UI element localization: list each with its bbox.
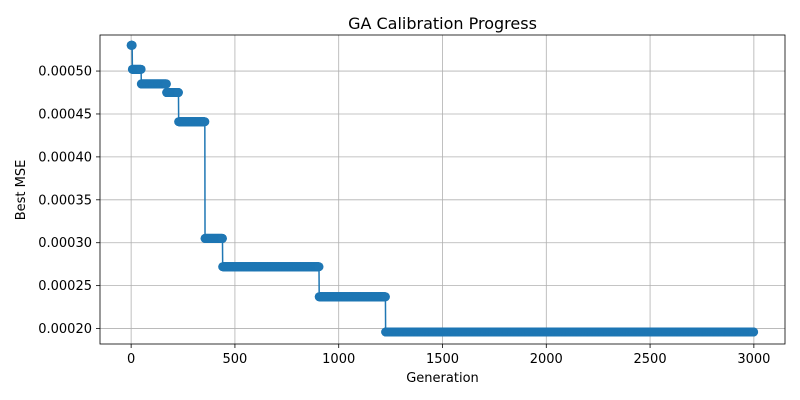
x-axis: 0 500 1000 1500 2000 2500 3000: [127, 344, 770, 367]
data-point: [314, 262, 324, 272]
x-tick-label: 2500: [634, 352, 667, 367]
series: [126, 40, 759, 337]
data-point: [200, 117, 210, 127]
data-point: [749, 327, 759, 337]
data-point: [380, 292, 390, 302]
y-tick-label: 0.00035: [38, 193, 92, 208]
y-axis: 0.00020 0.00025 0.00030 0.00035 0.00040 0.000…: [38, 65, 100, 337]
x-tick-label: 500: [223, 352, 248, 367]
data-point: [217, 233, 227, 243]
x-tick-label: 2000: [530, 352, 563, 367]
x-tick-label: 0: [127, 352, 135, 367]
y-tick-label: 0.00040: [38, 150, 92, 165]
y-tick-label: 0.00050: [38, 65, 92, 80]
y-tick-label: 0.00045: [38, 107, 92, 122]
x-axis-title: Generation: [406, 371, 479, 386]
chart-title: GA Calibration Progress: [348, 14, 537, 33]
x-tick-label: 3000: [737, 352, 770, 367]
y-tick-label: 0.00025: [38, 279, 92, 294]
y-tick-label: 0.00030: [38, 236, 92, 251]
x-tick-label: 1500: [426, 352, 459, 367]
grid: [100, 35, 785, 344]
data-point: [173, 88, 183, 98]
data-point: [136, 64, 146, 74]
data-point: [161, 79, 171, 89]
data-point: [127, 40, 137, 50]
y-axis-title: Best MSE: [14, 160, 29, 221]
x-tick-label: 1000: [322, 352, 355, 367]
y-tick-label: 0.00020: [38, 322, 92, 337]
